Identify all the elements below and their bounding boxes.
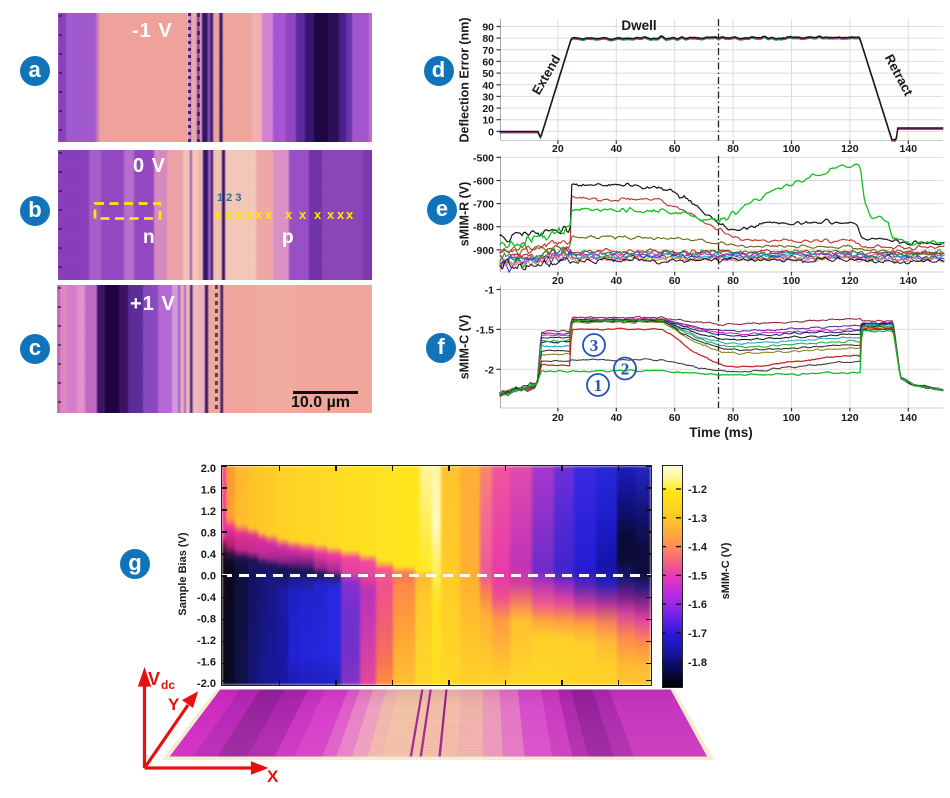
svg-text:3: 3: [590, 336, 599, 355]
svg-text:1: 1: [594, 376, 603, 395]
svg-text:-1.5: -1.5: [476, 324, 494, 336]
svg-text:-700: -700: [473, 199, 494, 211]
svg-text:140: 140: [900, 275, 918, 287]
svg-text:60: 60: [669, 412, 681, 424]
svg-text:-1.7: -1.7: [688, 628, 707, 640]
svg-text:100: 100: [783, 412, 801, 424]
svg-text:-2.0: -2.0: [197, 678, 216, 690]
svg-text:-1.6: -1.6: [197, 657, 216, 669]
svg-text:120: 120: [841, 412, 859, 424]
svg-text:0.8: 0.8: [201, 528, 216, 540]
svg-text:100: 100: [783, 143, 801, 155]
svg-text:70: 70: [482, 45, 494, 57]
svg-text:-1.8: -1.8: [688, 657, 707, 669]
svg-text:140: 140: [900, 412, 918, 424]
svg-text:40: 40: [610, 143, 622, 155]
svg-text:Y: Y: [168, 695, 180, 714]
svg-text:20: 20: [552, 143, 564, 155]
svg-text:80: 80: [727, 412, 739, 424]
svg-text:1.2: 1.2: [201, 506, 216, 518]
svg-text:40: 40: [482, 80, 494, 92]
svg-text:90: 90: [482, 22, 494, 34]
svg-text:60: 60: [482, 56, 494, 68]
svg-text:V: V: [148, 669, 160, 689]
svg-text:-1.2: -1.2: [688, 484, 707, 496]
svg-text:120: 120: [841, 143, 859, 155]
svg-text:-1.3: -1.3: [688, 513, 707, 525]
svg-text:-2: -2: [485, 364, 494, 376]
svg-text:80: 80: [482, 33, 494, 45]
svg-text:0.4: 0.4: [201, 549, 217, 561]
svg-text:50: 50: [482, 68, 494, 80]
svg-text:20: 20: [482, 103, 494, 115]
svg-text:sMIM-C (V): sMIM-C (V): [458, 315, 472, 380]
svg-text:sMIM-R (V): sMIM-R (V): [458, 182, 472, 247]
svg-text:-1.4: -1.4: [688, 542, 708, 554]
svg-text:Dwell: Dwell: [621, 18, 656, 33]
svg-text:40: 40: [610, 412, 622, 424]
svg-text:-1.6: -1.6: [688, 599, 707, 611]
svg-text:60: 60: [669, 275, 681, 287]
svg-text:80: 80: [727, 275, 739, 287]
svg-text:X: X: [267, 767, 279, 786]
svg-text:0.0: 0.0: [201, 571, 216, 583]
svg-text:2: 2: [621, 360, 630, 379]
svg-text:0: 0: [488, 126, 494, 138]
svg-text:-600: -600: [473, 176, 494, 188]
svg-text:-500: -500: [473, 152, 494, 164]
svg-text:10: 10: [482, 115, 494, 127]
svg-text:-0.8: -0.8: [197, 614, 216, 626]
svg-text:-1.2: -1.2: [197, 635, 216, 647]
svg-text:40: 40: [610, 275, 622, 287]
svg-text:140: 140: [900, 143, 918, 155]
svg-text:20: 20: [552, 412, 564, 424]
svg-text:20: 20: [552, 275, 564, 287]
svg-text:1 2 3: 1 2 3: [217, 192, 241, 204]
svg-text:Sample Bias (V): Sample Bias (V): [177, 532, 189, 615]
svg-text:-900: -900: [473, 245, 494, 257]
svg-text:Deflection Error (nm): Deflection Error (nm): [458, 17, 472, 142]
svg-text:100: 100: [783, 275, 801, 287]
svg-text:sMIM-C (V): sMIM-C (V): [720, 542, 732, 599]
svg-text:-0.4: -0.4: [197, 592, 217, 604]
svg-text:60: 60: [669, 143, 681, 155]
svg-text:120: 120: [841, 275, 859, 287]
svg-text:30: 30: [482, 91, 494, 103]
svg-text:80: 80: [727, 143, 739, 155]
svg-text:dc: dc: [161, 678, 175, 692]
svg-text:2.0: 2.0: [201, 463, 216, 475]
svg-text:-1.5: -1.5: [688, 570, 707, 582]
svg-text:Time (ms): Time (ms): [689, 425, 753, 440]
svg-text:-800: -800: [473, 222, 494, 234]
svg-text:1.6: 1.6: [201, 485, 216, 497]
svg-text:-1: -1: [485, 285, 494, 297]
